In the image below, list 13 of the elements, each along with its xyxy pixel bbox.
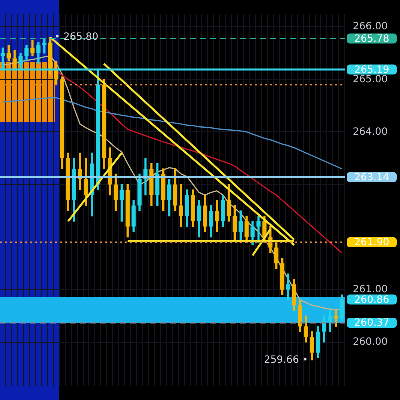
ref-line-label: 265.19 xyxy=(354,64,390,76)
ref-line-label: 261.90 xyxy=(354,238,390,249)
annotation: • 265.80 xyxy=(54,32,99,44)
ref-line-label: 265.78 xyxy=(354,34,390,45)
ref-line-label: 260.37 xyxy=(354,318,390,330)
y-tick-label: 264.00 xyxy=(353,126,388,138)
ref-line-label: 263.14 xyxy=(354,172,390,184)
band-label: 260.86 xyxy=(354,294,390,306)
y-tick-label: 266.00 xyxy=(353,22,388,33)
y-tick-label: 260.00 xyxy=(353,336,388,348)
annotation: 259.66 • xyxy=(264,354,308,366)
y-tick-label: 265.00 xyxy=(353,74,388,86)
y-tick-label: 261.00 xyxy=(353,284,388,296)
